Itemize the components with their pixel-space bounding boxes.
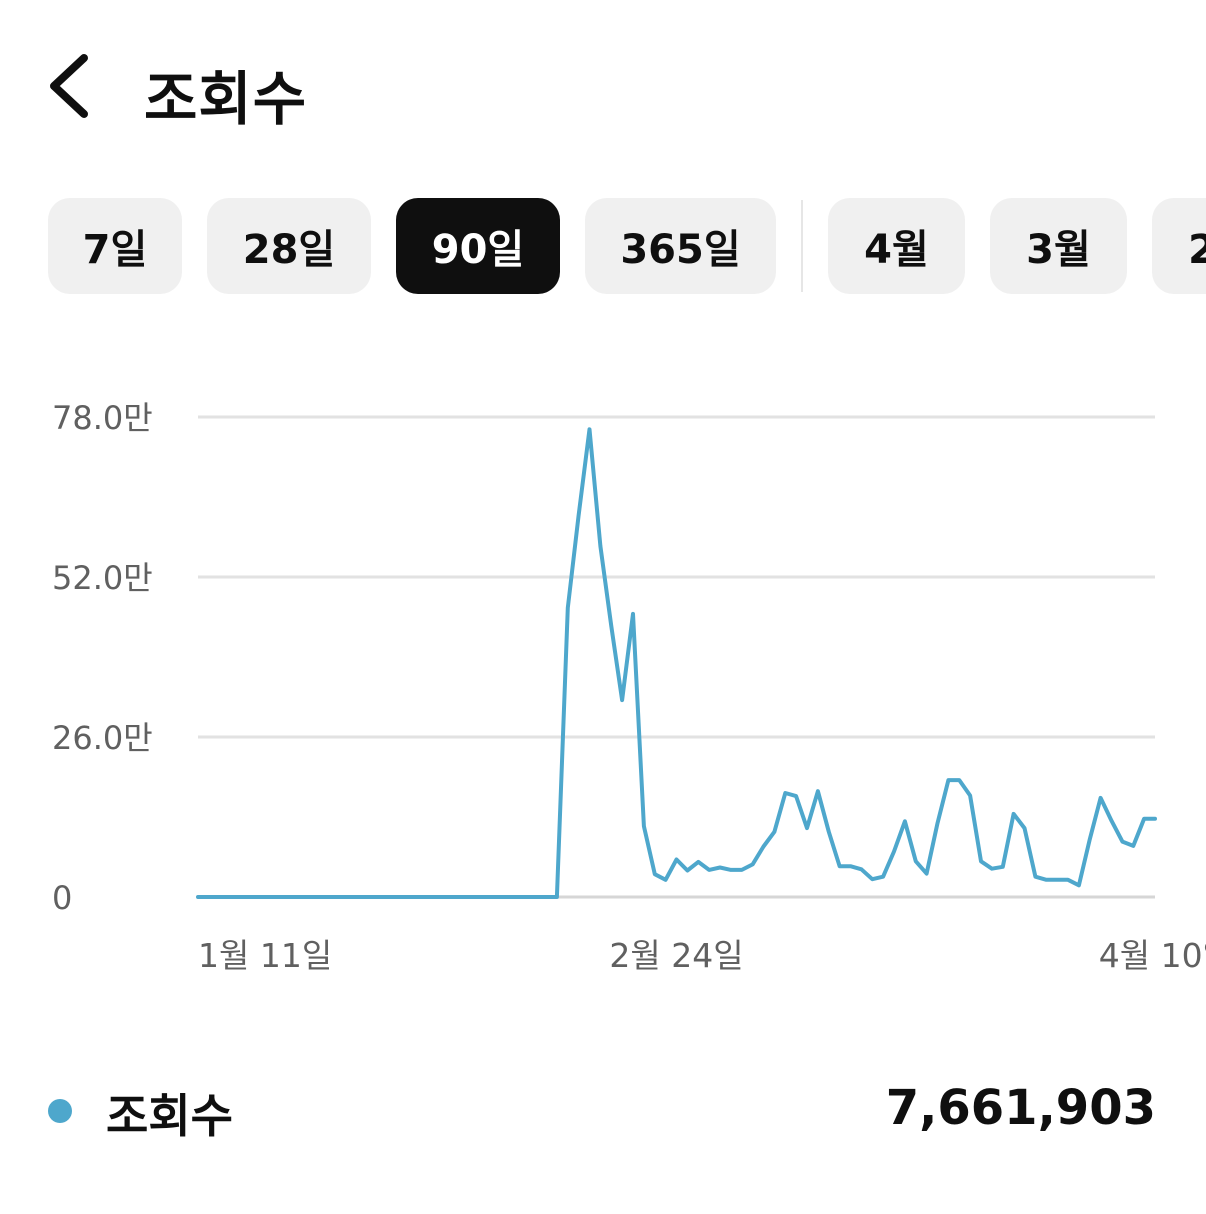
chip-divider [801,200,803,292]
period-chip-7d[interactable]: 7일 [48,198,182,294]
period-chip-february[interactable]: 2월 [1152,198,1206,294]
views-line-chart: 0 26.0만 52.0만 78.0만 1월 11일 2월 24일 4월 10일 [52,399,1206,975]
y-tick-label: 78.0만 [52,399,153,437]
chevron-left-icon [50,54,88,118]
period-chip-365d[interactable]: 365일 [585,198,776,294]
period-chip-march[interactable]: 3월 [990,198,1127,294]
legend-label: 조회수 [106,1089,233,1143]
y-tick-label: 26.0만 [52,719,153,757]
period-chip-90d[interactable]: 90일 [396,198,560,294]
period-filter-bar: 7일 28일 90일 365일 4월 3월 2월 [0,198,1206,296]
total-views-value: 7,661,903 [885,1080,1156,1136]
y-tick-label: 52.0만 [52,559,153,597]
x-tick-label: 4월 10일 [1099,936,1206,975]
views-series-line [196,427,1157,899]
y-tick-label: 0 [52,879,72,917]
period-chip-april[interactable]: 4월 [828,198,965,294]
legend-dot [48,1099,72,1123]
back-button[interactable] [40,48,104,124]
x-tick-label: 1월 11일 [198,936,332,975]
page-title: 조회수 [144,65,308,133]
period-chip-28d[interactable]: 28일 [207,198,371,294]
chart-legend: 조회수 7,661,903 [0,1070,1206,1160]
x-tick-label: 2월 24일 [609,936,743,975]
header: 조회수 [0,0,1206,170]
